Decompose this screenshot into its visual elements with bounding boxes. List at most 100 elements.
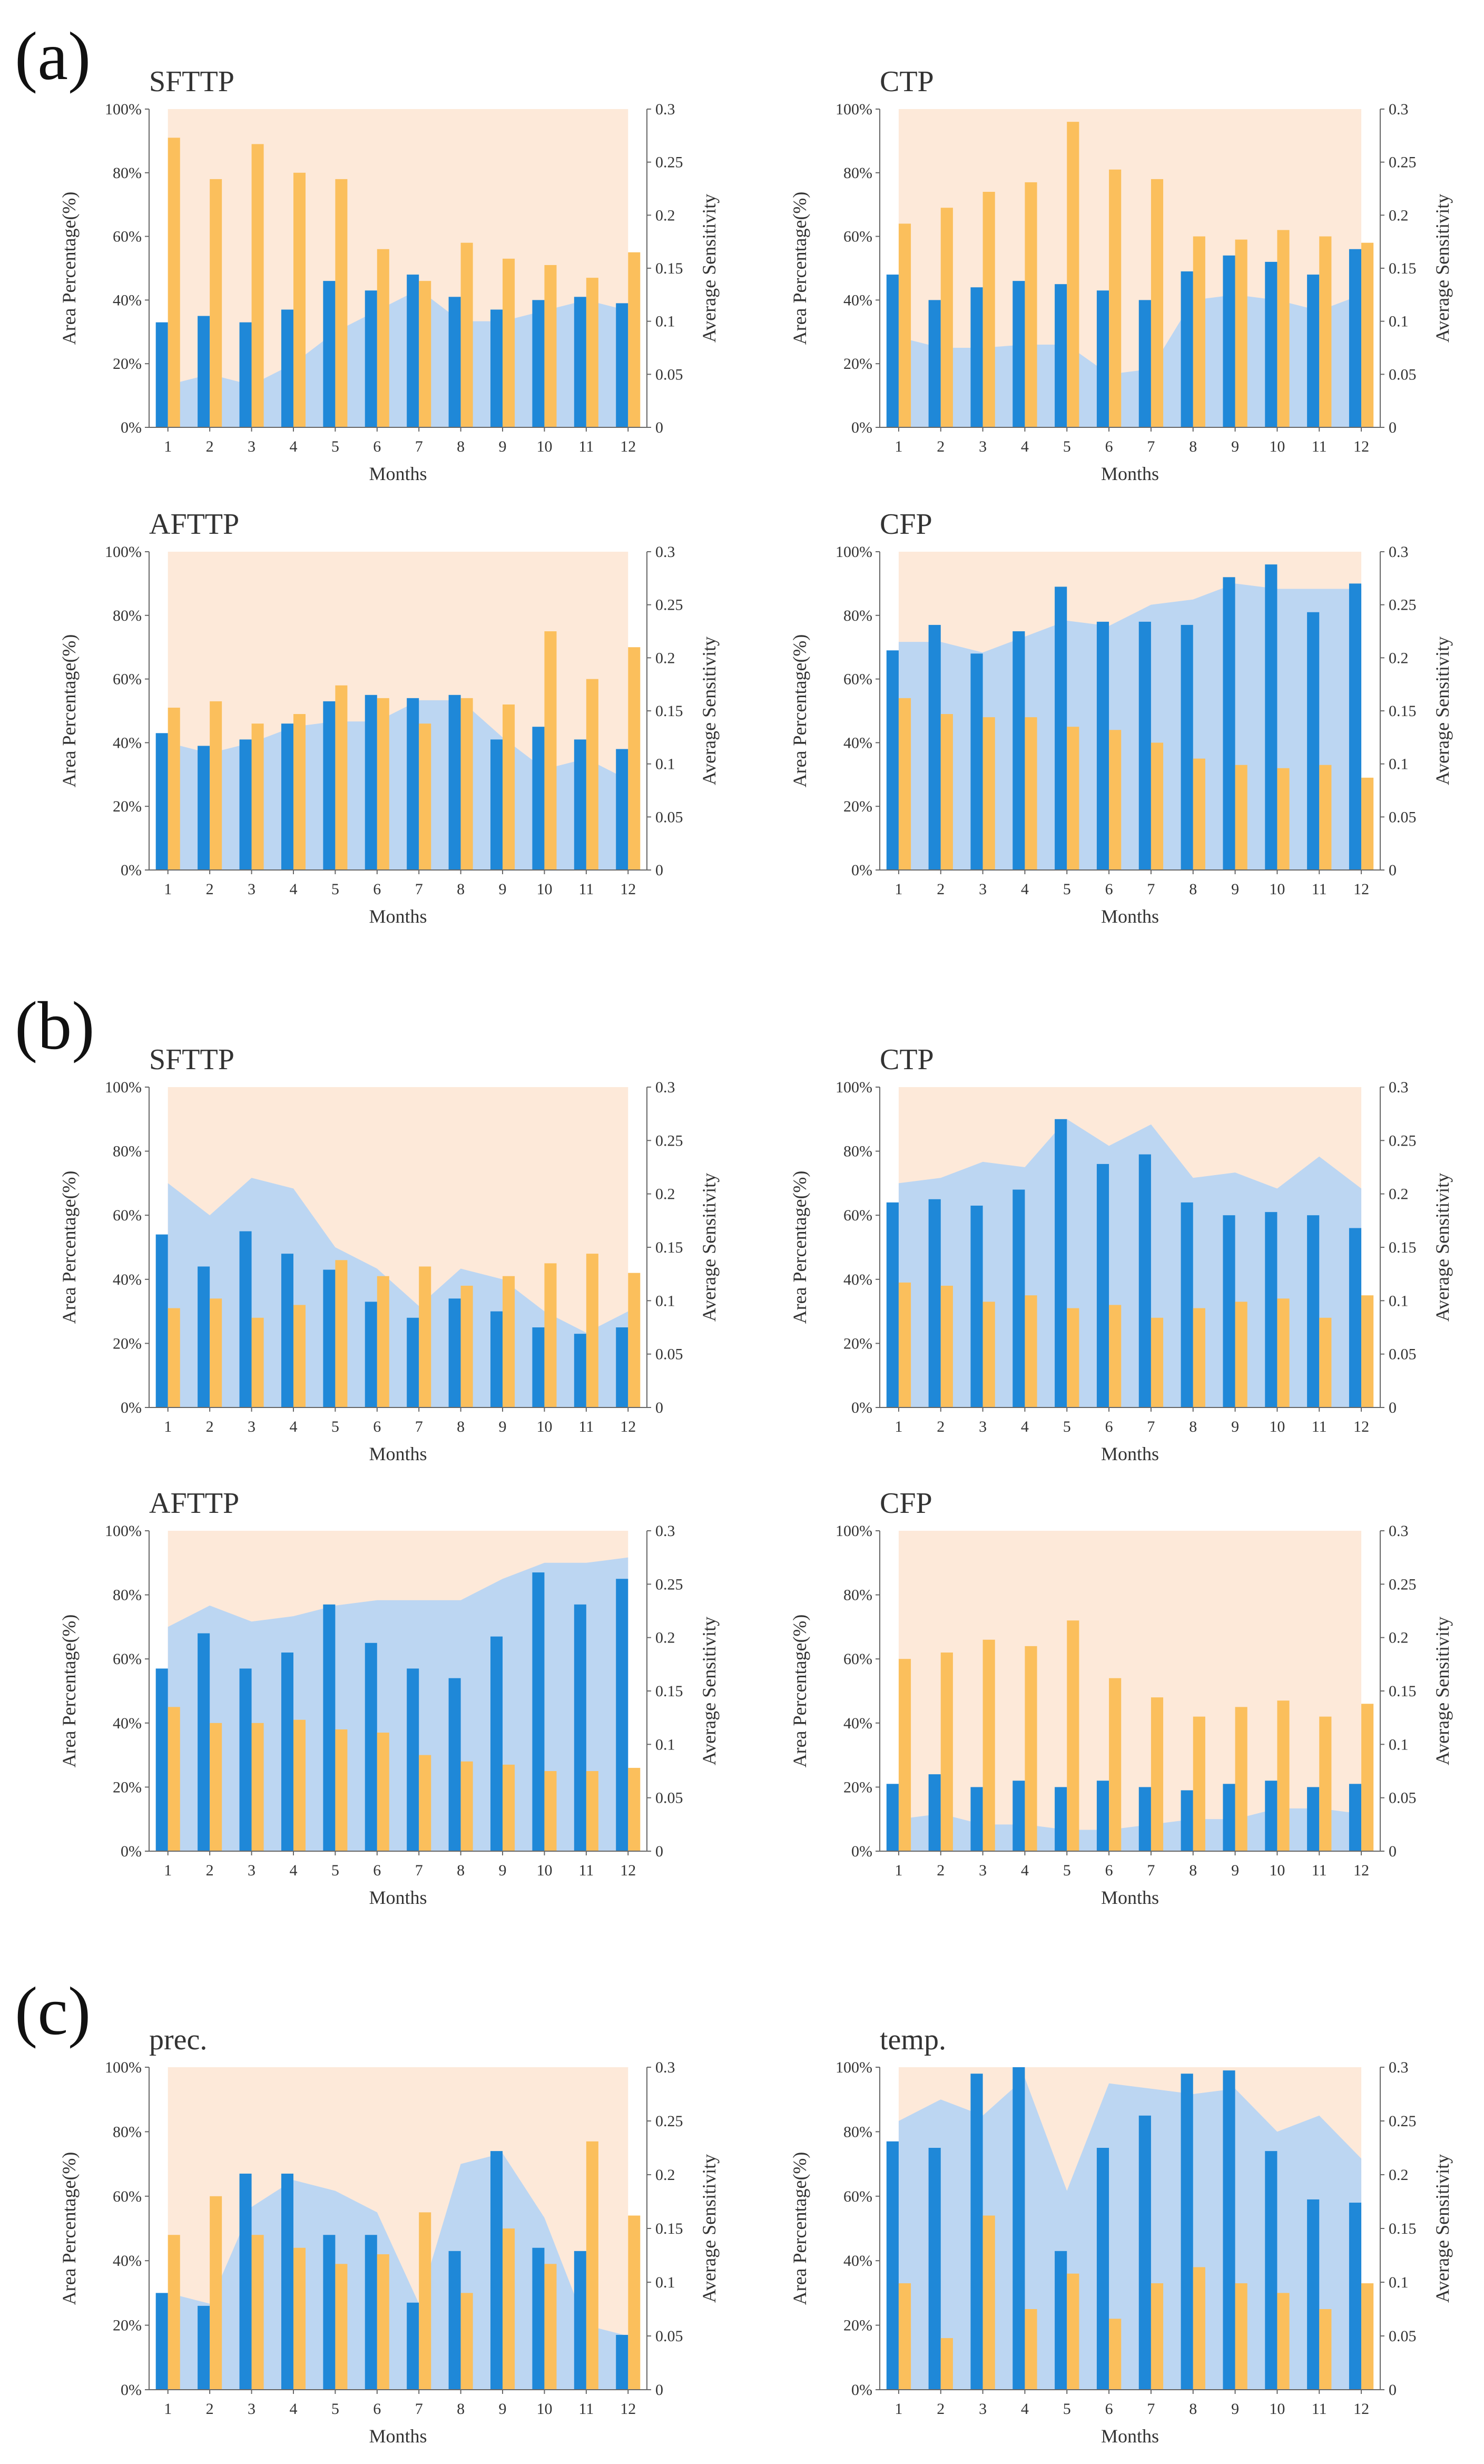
bar-orange-7 [1151, 2283, 1164, 2390]
bar-blue-9 [1223, 1784, 1235, 1851]
y2-tick-label: 0.1 [655, 313, 675, 330]
bar-blue-10 [532, 1572, 545, 1851]
bar-blue-4 [1013, 1781, 1025, 1851]
bar-blue-7 [1138, 1787, 1151, 1851]
y-tick-label: 20% [843, 1778, 872, 1796]
bar-blue-3 [239, 739, 252, 870]
x-tick-label: 5 [331, 438, 339, 455]
bar-orange-6 [377, 698, 389, 870]
x-tick-label: 9 [499, 1418, 507, 1435]
x-tick-label: 9 [499, 2400, 507, 2418]
bar-orange-12 [628, 1273, 641, 1407]
bar-blue-12 [616, 2334, 628, 2390]
bar-blue-11 [1307, 1215, 1320, 1407]
bar-orange-11 [586, 2141, 598, 2390]
y2-tick-label: 0.15 [1389, 702, 1417, 720]
bar-orange-4 [1025, 2309, 1037, 2390]
x-tick-label: 5 [331, 881, 339, 898]
y-tick-label: 60% [113, 228, 142, 246]
bar-orange-11 [1319, 1317, 1332, 1407]
bar-orange-12 [628, 2215, 641, 2390]
y2-tick-label: 0.1 [655, 1736, 675, 1753]
y2-tick-label: 0.05 [1389, 1790, 1417, 1807]
chart-title: temp. [880, 2023, 946, 2056]
x-tick-label: 3 [979, 2400, 987, 2418]
y2-tick-label: 0.2 [655, 2166, 675, 2184]
bar-blue-8 [1181, 2074, 1193, 2390]
y2-tick-label: 0 [655, 1843, 663, 1860]
bar-blue-5 [1055, 586, 1067, 870]
bar-orange-9 [1235, 1302, 1247, 1407]
bar-blue-8 [1181, 271, 1193, 427]
bar-blue-1 [155, 2293, 168, 2390]
bar-blue-11 [574, 1604, 586, 1851]
x-tick-label: 6 [373, 2400, 381, 2418]
x-tick-label: 6 [373, 1418, 381, 1435]
y-tick-label: 100% [836, 101, 872, 118]
y2-tick-label: 0.05 [1389, 808, 1417, 826]
bar-orange-12 [628, 647, 641, 870]
bar-blue-3 [239, 322, 252, 427]
y-tick-label: 0% [121, 1843, 142, 1860]
bar-orange-9 [1235, 765, 1247, 870]
bar-blue-4 [281, 1254, 293, 1407]
x-tick-label: 5 [1063, 1862, 1071, 1879]
bar-orange-3 [251, 1317, 264, 1407]
x-tick-label: 2 [937, 1418, 945, 1435]
x-tick-label: 7 [415, 2400, 423, 2418]
bar-orange-8 [460, 698, 473, 870]
bar-orange-6 [1109, 730, 1122, 870]
y-tick-label: 80% [843, 2123, 872, 2140]
bar-orange-11 [586, 679, 598, 870]
y-tick-label: 40% [843, 734, 872, 751]
y-tick-label: 60% [113, 1650, 142, 1668]
y2-tick-label: 0 [655, 862, 663, 879]
bar-blue-5 [1055, 1787, 1067, 1851]
y-tick-label: 40% [113, 1715, 142, 1732]
y-tick-label: 60% [843, 671, 872, 688]
bar-blue-6 [365, 1302, 377, 1407]
bar-blue-12 [616, 303, 628, 427]
y2-tick-label: 0.2 [655, 649, 675, 667]
y2-tick-label: 0.2 [1389, 649, 1409, 667]
y-axis-label: Area Percentage(%) [789, 1171, 810, 1324]
bar-orange-2 [210, 701, 222, 870]
y2-tick-label: 0.25 [1389, 597, 1417, 614]
y-tick-label: 0% [851, 2381, 872, 2399]
x-tick-label: 11 [578, 1418, 594, 1435]
x-tick-label: 12 [1353, 1862, 1369, 1879]
x-tick-label: 1 [164, 2400, 172, 2418]
x-tick-label: 3 [979, 881, 987, 898]
bar-orange-1 [898, 1659, 911, 1851]
bar-blue-12 [1349, 1784, 1362, 1851]
x-tick-label: 12 [620, 881, 636, 898]
chart-title: AFTTP [149, 508, 239, 541]
bar-orange-2 [940, 208, 953, 427]
x-tick-label: 11 [1312, 881, 1327, 898]
chart-title: CTP [880, 1043, 934, 1076]
bar-orange-7 [419, 723, 431, 870]
chart-2: 0% 20% 40% 60% 80% 100% 0 0.05 0.1 0.15 0.2 0.25 0.3… [789, 65, 1453, 484]
y2-axis-label: Average Sensitivity [699, 194, 720, 343]
bar-orange-4 [293, 714, 306, 870]
y-tick-label: 80% [843, 1143, 872, 1160]
bar-blue-5 [323, 701, 336, 870]
bar-blue-10 [532, 300, 545, 427]
bar-blue-12 [616, 1327, 628, 1407]
y-tick-label: 0% [851, 419, 872, 436]
x-tick-label: 4 [1021, 2400, 1029, 2418]
y-tick-label: 60% [113, 1207, 142, 1224]
bar-orange-4 [293, 1305, 306, 1407]
y2-tick-label: 0.2 [1389, 1186, 1409, 1203]
x-tick-label: 7 [415, 1862, 423, 1879]
bar-orange-2 [210, 2196, 222, 2390]
y-tick-label: 20% [113, 798, 142, 815]
chart-8: 0% 20% 40% 60% 80% 100% 0 0.05 0.1 0.15 0.2 0.25 0.3… [789, 1487, 1453, 1908]
bar-blue-3 [970, 1787, 983, 1851]
y2-tick-label: 0.1 [655, 756, 675, 773]
y-axis-label: Area Percentage(%) [789, 1615, 810, 1768]
bar-orange-2 [210, 179, 222, 427]
x-tick-label: 10 [536, 2400, 552, 2418]
x-tick-label: 7 [415, 1418, 423, 1435]
